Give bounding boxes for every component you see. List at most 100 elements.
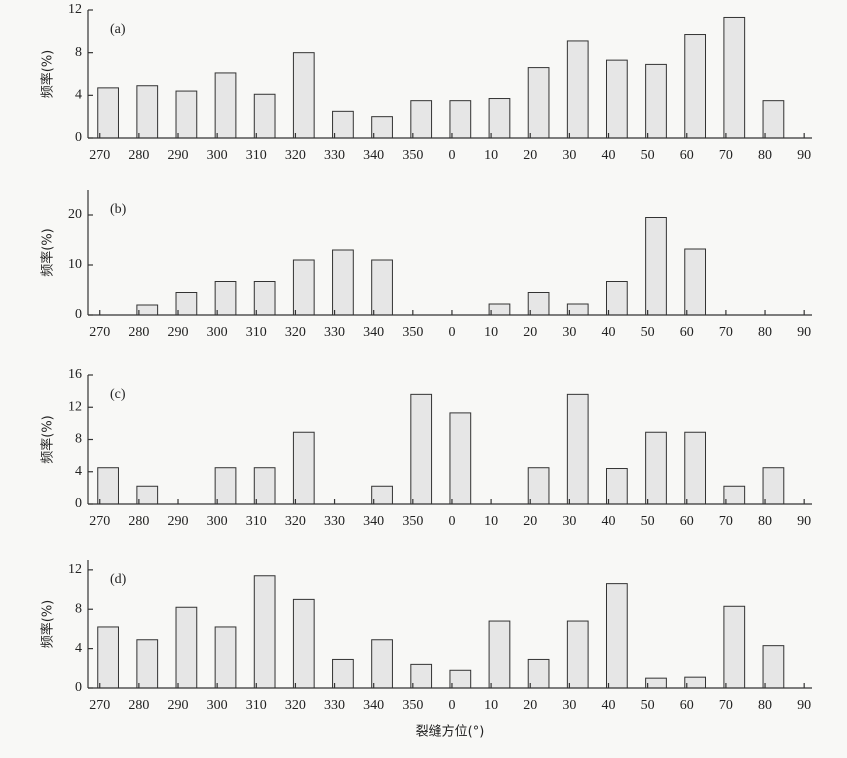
bar: [332, 110, 354, 139]
x-tick-label: 0: [448, 698, 455, 713]
bar: [605, 59, 628, 139]
y-tick-label: 16: [68, 367, 82, 382]
bar: [214, 72, 237, 139]
bar: [253, 467, 276, 505]
bar: [527, 67, 550, 139]
bar: [605, 583, 628, 689]
bar: [136, 485, 159, 505]
y-tick-label: 4: [75, 88, 82, 103]
x-tick-label: 340: [363, 514, 384, 529]
x-tick-label: 40: [601, 514, 615, 529]
bar: [410, 393, 433, 505]
y-axis-label: 频率(%): [40, 415, 56, 464]
x-tick-label: 80: [758, 514, 772, 529]
x-tick-label: 340: [363, 325, 384, 340]
x-tick-label: 280: [128, 698, 149, 713]
bar: [136, 304, 159, 316]
x-tick-label: 30: [562, 698, 576, 713]
x-tick-label: 310: [246, 698, 267, 713]
x-tick-label: 90: [797, 148, 811, 163]
x-tick-label: 270: [89, 514, 110, 529]
x-tick-label: 300: [207, 325, 228, 340]
x-tick-label: 280: [128, 514, 149, 529]
panel-label: (a): [110, 22, 126, 37]
bar: [332, 249, 354, 316]
y-tick-label: 0: [75, 130, 82, 145]
x-tick-label: 20: [523, 514, 537, 529]
x-tick-label: 10: [484, 148, 498, 163]
bar: [97, 87, 119, 139]
x-tick-label: 70: [719, 514, 733, 529]
x-tick-label: 350: [402, 698, 423, 713]
bar: [645, 431, 667, 505]
bar: [253, 281, 276, 316]
x-tick-label: 90: [797, 698, 811, 713]
x-tick-label: 310: [246, 514, 267, 529]
x-tick-label: 60: [680, 698, 694, 713]
bar: [136, 639, 159, 689]
x-tick-label: 350: [402, 325, 423, 340]
bar: [645, 217, 667, 316]
bar: [97, 467, 119, 505]
bar: [449, 100, 472, 139]
x-tick-label: 70: [719, 698, 733, 713]
y-tick-label: 20: [68, 207, 82, 222]
bar: [332, 658, 354, 689]
bar: [371, 485, 393, 505]
x-tick-label: 330: [324, 698, 345, 713]
x-tick-label: 0: [448, 148, 455, 163]
x-tick-label: 40: [601, 148, 615, 163]
x-axis-label: 裂缝方位(°): [416, 724, 485, 740]
x-tick-label: 90: [797, 325, 811, 340]
x-tick-label: 70: [719, 148, 733, 163]
y-tick-label: 12: [68, 399, 82, 414]
bar: [527, 658, 550, 689]
y-tick-label: 4: [75, 641, 82, 656]
x-tick-label: 10: [484, 514, 498, 529]
x-tick-label: 40: [601, 698, 615, 713]
x-tick-label: 270: [89, 148, 110, 163]
bar: [292, 431, 315, 505]
bar: [292, 598, 315, 689]
x-tick-label: 280: [128, 325, 149, 340]
y-tick-label: 8: [75, 45, 82, 60]
bar: [292, 259, 315, 316]
bar: [410, 100, 433, 139]
x-tick-label: 330: [324, 325, 345, 340]
bar: [253, 93, 276, 139]
x-tick-label: 290: [168, 698, 189, 713]
x-tick-label: 330: [324, 148, 345, 163]
x-tick-label: 0: [448, 325, 455, 340]
bar: [684, 431, 707, 505]
x-tick-label: 60: [680, 514, 694, 529]
bar: [527, 467, 550, 505]
bar: [449, 412, 472, 505]
x-tick-label: 290: [168, 325, 189, 340]
bar: [175, 606, 198, 689]
y-axis-label: 频率(%): [40, 50, 56, 99]
bar: [762, 645, 785, 689]
x-tick-label: 40: [601, 325, 615, 340]
x-tick-label: 80: [758, 698, 772, 713]
bar: [527, 292, 550, 316]
x-tick-label: 290: [168, 148, 189, 163]
x-tick-label: 10: [484, 325, 498, 340]
y-tick-label: 4: [75, 464, 82, 479]
bar: [214, 281, 237, 316]
bar: [723, 605, 746, 689]
x-tick-label: 50: [641, 698, 655, 713]
bar: [566, 393, 589, 505]
x-tick-label: 20: [523, 325, 537, 340]
bar: [723, 485, 746, 505]
bar: [449, 669, 472, 689]
bar: [684, 248, 707, 316]
x-tick-label: 340: [363, 698, 384, 713]
bar: [762, 467, 785, 505]
bar: [410, 663, 433, 689]
x-tick-label: 280: [128, 148, 149, 163]
bar: [292, 52, 315, 139]
x-tick-label: 340: [363, 148, 384, 163]
bar: [175, 90, 198, 139]
y-tick-label: 10: [68, 257, 82, 272]
